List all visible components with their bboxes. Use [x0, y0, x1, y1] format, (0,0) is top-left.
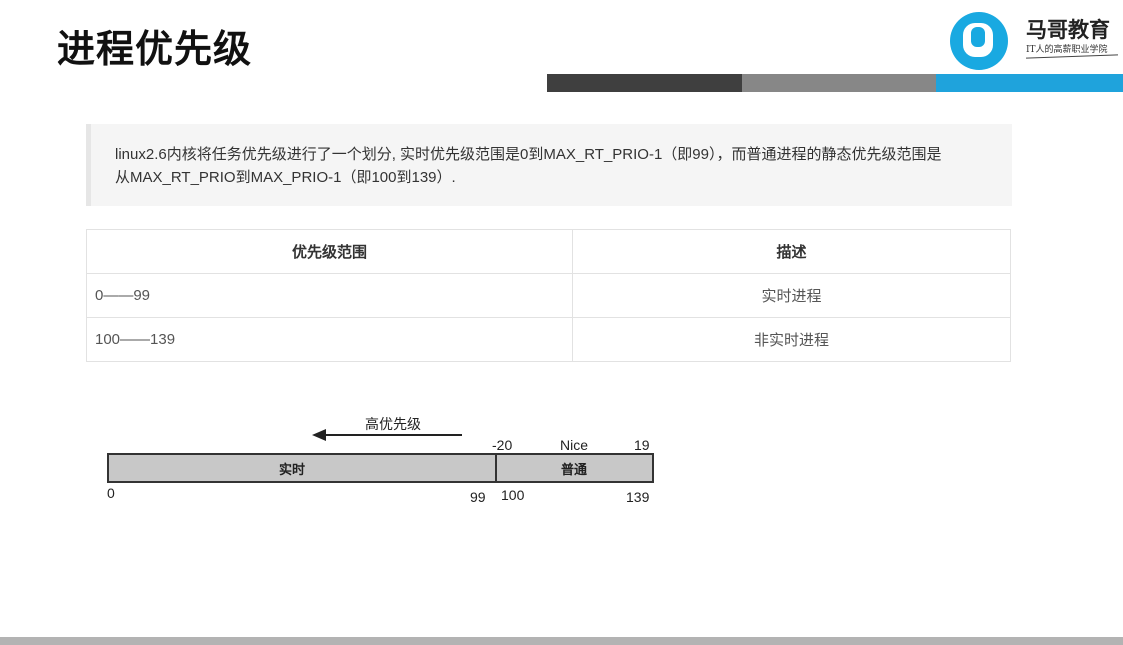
brand-logo: 马哥教育 IT人的高薪职业学院: [950, 10, 1120, 72]
header-bar-dark: [547, 74, 742, 92]
column-header-description: 描述: [572, 229, 1011, 274]
nice-label: Nice: [560, 437, 589, 453]
left-arrow-icon: [312, 429, 462, 441]
nice-min-label: -20: [492, 437, 513, 453]
quote-line-2: 从MAX_RT_PRIO到MAX_PRIO-1（即100到139）.: [115, 169, 456, 186]
footer-divider: [0, 637, 1123, 645]
cell-description: 非实时进程: [572, 317, 1011, 362]
description-quote: linux2.6内核将任务优先级进行了一个划分, 实时优先级范围是0到MAX_R…: [86, 124, 1012, 206]
tick-label: 99: [470, 489, 486, 505]
table-header-row: 优先级范围 描述: [86, 229, 1011, 274]
page-title: 进程优先级: [57, 27, 253, 71]
priority-table: 优先级范围 描述 0——99 实时进程 100——139 非实时进程: [86, 229, 1011, 362]
table-row: 100——139 非实时进程: [86, 317, 1011, 362]
logo-underline: [1026, 54, 1118, 59]
cell-range: 100——139: [86, 317, 573, 362]
realtime-segment: 实时: [107, 453, 497, 483]
realtime-segment-label: 实时: [279, 462, 306, 477]
tick-label: 0: [107, 485, 115, 501]
cell-range: 0——99: [86, 273, 573, 318]
logo-mark-icon: [950, 12, 1008, 70]
column-header-range: 优先级范围: [86, 229, 573, 274]
normal-segment: 普通: [495, 453, 654, 483]
normal-segment-label: 普通: [561, 462, 588, 477]
arrow-label: 高优先级: [365, 416, 421, 432]
tick-label: 139: [626, 489, 650, 505]
tick-label: 100: [501, 487, 525, 503]
logo-slogan: IT人的高薪职业学院: [1026, 45, 1108, 55]
header-bar-gray: [742, 74, 936, 92]
priority-range-diagram: 高优先级 -20 Nice 19 实时 普通 0 99 100 139: [100, 405, 660, 520]
quote-line-1: linux2.6内核将任务优先级进行了一个划分, 实时优先级范围是0到MAX_R…: [115, 146, 942, 163]
logo-name: 马哥教育: [1026, 18, 1110, 42]
header-bar-blue: [936, 74, 1123, 92]
table-row: 0——99 实时进程: [86, 273, 1011, 318]
cell-description: 实时进程: [572, 273, 1011, 318]
nice-max-label: 19: [634, 437, 650, 453]
